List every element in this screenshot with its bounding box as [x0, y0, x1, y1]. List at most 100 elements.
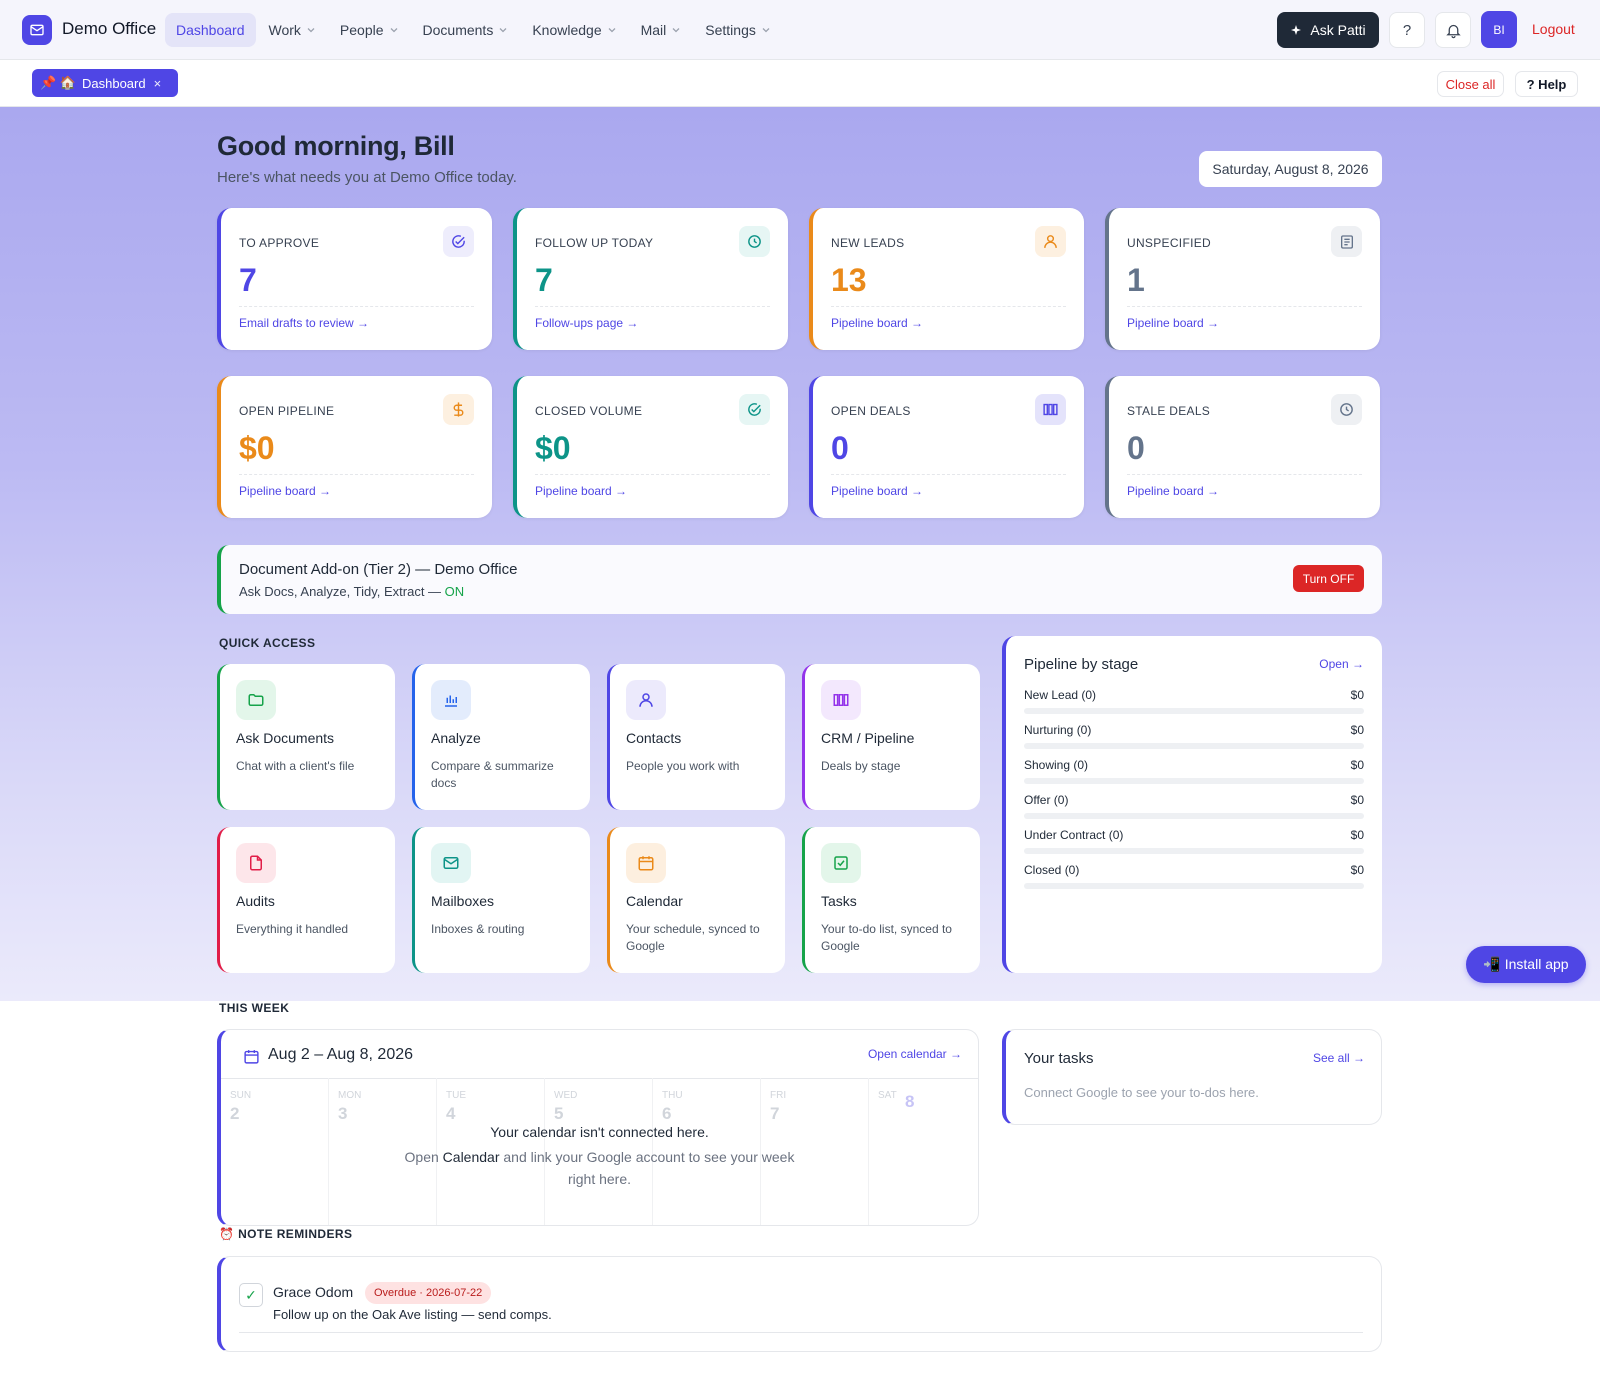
- day-name: SUN: [230, 1090, 252, 1101]
- pipeline-open-link[interactable]: Open →: [1319, 657, 1364, 671]
- logout-link[interactable]: Logout: [1532, 21, 1575, 37]
- stat-label: UNSPECIFIED: [1127, 236, 1211, 250]
- nav-label: People: [339, 22, 384, 38]
- addon-title: Document Add-on (Tier 2) — Demo Office: [239, 561, 518, 578]
- quick-contacts[interactable]: Contacts People you work with: [607, 664, 785, 810]
- chevron-down-icon: [672, 28, 680, 33]
- tasks-title: Your tasks: [1024, 1050, 1094, 1067]
- day-date: 6: [662, 1104, 672, 1123]
- main-nav: Dashboard Work People Documents Knowledg…: [165, 13, 782, 47]
- nav-mail[interactable]: Mail: [630, 13, 693, 47]
- nav-knowledge[interactable]: Knowledge: [521, 13, 627, 47]
- ask-patti-button[interactable]: Ask Patti: [1277, 12, 1379, 48]
- stat-link[interactable]: Pipeline board →: [831, 316, 924, 330]
- quick-desc: Deals by stage: [821, 759, 901, 773]
- quick-analyze[interactable]: Analyze Compare & summarize docs: [412, 664, 590, 810]
- stage-value: $0: [1350, 688, 1364, 702]
- mail-icon: [431, 843, 471, 883]
- stat-value: $0: [239, 430, 275, 466]
- see-all-link[interactable]: See all →: [1312, 1051, 1365, 1065]
- note-reminders-card: ✓ Grace Odom Overdue · 2026-07-22 Follow…: [217, 1256, 1382, 1352]
- day-name: MON: [338, 1090, 362, 1101]
- quick-tasks[interactable]: Tasks Your to-do list, synced to Google: [802, 827, 980, 973]
- open-calendar-link[interactable]: Open calendar →: [867, 1047, 962, 1061]
- quick-crm-pipeline[interactable]: CRM / Pipeline Deals by stage: [802, 664, 980, 810]
- stat-link[interactable]: Pipeline board →: [535, 484, 628, 498]
- stat-value: 0: [1127, 430, 1145, 466]
- quick-title: Ask Documents: [236, 730, 335, 746]
- nav-documents[interactable]: Documents: [412, 13, 520, 47]
- divider: [239, 306, 474, 307]
- nav-settings[interactable]: Settings: [694, 13, 782, 47]
- quick-desc: Your to-do list, synced to Google: [821, 922, 952, 953]
- notifications-button[interactable]: [1435, 12, 1471, 48]
- question-icon: ?: [1402, 21, 1412, 39]
- avatar[interactable]: BI: [1481, 11, 1517, 48]
- quick-ask-documents[interactable]: Ask Documents Chat with a client's file: [217, 664, 395, 810]
- quick-calendar[interactable]: Calendar Your schedule, synced to Google: [607, 827, 785, 973]
- stage-value: $0: [1350, 723, 1364, 737]
- divider: [1127, 474, 1362, 475]
- app-name[interactable]: Demo Office: [62, 19, 157, 38]
- day-name: FRI: [770, 1090, 787, 1101]
- stat-link[interactable]: Email drafts to review →: [239, 316, 370, 330]
- stat-label: TO APPROVE: [239, 236, 320, 250]
- quick-title: Audits: [236, 893, 275, 909]
- close-tab-icon[interactable]: ×: [153, 75, 162, 91]
- help-tab-button[interactable]: ? Help: [1515, 71, 1578, 97]
- day-name: THU: [662, 1090, 683, 1101]
- day-name: SAT: [878, 1090, 897, 1101]
- app-logo-mail-icon[interactable]: [22, 15, 52, 45]
- nav-dashboard[interactable]: Dashboard: [165, 13, 256, 47]
- stat-label: CLOSED VOLUME: [535, 404, 643, 418]
- calendar-hint: Open Calendar and link your Google accou…: [391, 1146, 808, 1190]
- stat-link[interactable]: Pipeline board →: [831, 484, 924, 498]
- close-all-button[interactable]: Close all: [1437, 71, 1504, 97]
- document-icon: [1331, 226, 1362, 257]
- this-week-heading: THIS WEEK: [219, 1001, 290, 1015]
- day-date: 2: [230, 1104, 240, 1123]
- chevron-down-icon: [390, 28, 397, 33]
- install-app-button[interactable]: 📲 Install app: [1466, 946, 1586, 983]
- quick-title: Tasks: [821, 893, 857, 909]
- stat-link[interactable]: Pipeline board →: [1127, 316, 1220, 330]
- quick-audits[interactable]: Audits Everything it handled: [217, 827, 395, 973]
- tab-dashboard[interactable]: 📌 🏠 Dashboard ×: [32, 69, 178, 97]
- stat-link[interactable]: Pipeline board →: [1127, 484, 1220, 498]
- quick-desc: Your schedule, synced to Google: [626, 922, 760, 953]
- sparkle-icon: [1291, 25, 1302, 35]
- complete-reminder-checkbox[interactable]: ✓: [239, 1283, 263, 1307]
- stat-card-open-pipeline: OPEN PIPELINE $0 Pipeline board →: [217, 376, 492, 518]
- day-date: 3: [338, 1104, 348, 1123]
- divider: [535, 306, 770, 307]
- day-date: 7: [770, 1104, 780, 1123]
- turn-off-button[interactable]: Turn OFF: [1293, 565, 1364, 592]
- stat-link[interactable]: Follow-ups page →: [535, 316, 639, 330]
- day-column-today: SAT 8: [869, 1078, 978, 1225]
- calendar-link[interactable]: Calendar: [442, 1149, 500, 1165]
- stat-card-unspecified: UNSPECIFIED 1 Pipeline board →: [1105, 208, 1380, 350]
- hint-before: Open: [404, 1149, 439, 1165]
- nav-label: Dashboard: [176, 22, 245, 38]
- nav-work[interactable]: Work: [258, 13, 327, 47]
- day-column: WED 5: [545, 1078, 653, 1225]
- check-square-icon: [821, 843, 861, 883]
- stage-label: Offer (0): [1024, 793, 1069, 807]
- stage-label: New Lead (0): [1024, 688, 1097, 702]
- day-name: WED: [554, 1090, 578, 1101]
- chevron-down-icon: [608, 28, 616, 33]
- pipeline-stage-showing: Showing (0) $0: [1024, 758, 1364, 784]
- quick-mailboxes[interactable]: Mailboxes Inboxes & routing: [412, 827, 590, 973]
- user-icon: [626, 680, 666, 720]
- calendar-not-connected-message: Your calendar isn't connected here.: [490, 1124, 709, 1140]
- nav-label: Knowledge: [532, 22, 602, 38]
- day-column: TUE 4: [437, 1078, 545, 1225]
- day-date: 5: [554, 1104, 564, 1123]
- stat-link[interactable]: Pipeline board →: [239, 484, 332, 498]
- reminder-contact-name[interactable]: Grace Odom: [273, 1284, 354, 1300]
- nav-people[interactable]: People: [329, 13, 410, 47]
- day-name: TUE: [446, 1090, 466, 1101]
- addon-features: Ask Docs, Analyze, Tidy, Extract — ON: [239, 584, 464, 599]
- help-button[interactable]: ?: [1389, 12, 1425, 48]
- pipeline-title: Pipeline by stage: [1024, 656, 1139, 673]
